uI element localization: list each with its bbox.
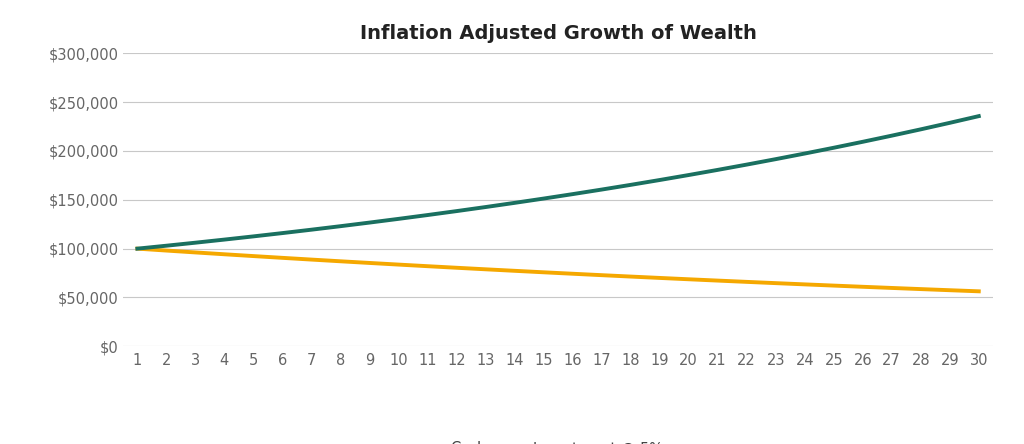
Investment @ 5% p.a. [566, 191, 579, 197]
Investment @ 5% p.a. [682, 172, 694, 178]
Cash [886, 285, 898, 291]
Cash [973, 289, 985, 294]
Cash [479, 267, 492, 272]
Cash [566, 271, 579, 277]
Cash [944, 288, 956, 293]
Investment @ 5% p.a. [973, 114, 985, 119]
Investment @ 5% p.a. [248, 234, 260, 239]
Cash [856, 284, 868, 289]
Cash [740, 279, 753, 285]
Cash [131, 246, 143, 251]
Investment @ 5% p.a. [479, 204, 492, 210]
Investment @ 5% p.a. [770, 156, 782, 162]
Cash [914, 286, 927, 292]
Investment @ 5% p.a. [799, 151, 811, 156]
Investment @ 5% p.a. [595, 187, 607, 192]
Cash [276, 255, 289, 261]
Investment @ 5% p.a. [625, 182, 637, 187]
Investment @ 5% p.a. [160, 243, 172, 248]
Investment @ 5% p.a. [334, 223, 346, 229]
Investment @ 5% p.a. [886, 133, 898, 139]
Legend: Cash, Investment @ 5% p.a.: Cash, Investment @ 5% p.a. [415, 436, 701, 444]
Investment @ 5% p.a. [538, 196, 550, 201]
Investment @ 5% p.a. [422, 212, 434, 218]
Investment @ 5% p.a. [944, 120, 956, 126]
Cash [625, 274, 637, 279]
Cash [712, 278, 724, 283]
Investment @ 5% p.a. [451, 208, 463, 214]
Investment @ 5% p.a. [305, 227, 317, 232]
Cash [392, 262, 404, 267]
Cash [595, 273, 607, 278]
Cash [653, 275, 666, 281]
Investment @ 5% p.a. [131, 246, 143, 251]
Cash [827, 283, 840, 288]
Cash [538, 270, 550, 275]
Investment @ 5% p.a. [508, 200, 520, 206]
Line: Investment @ 5% p.a.: Investment @ 5% p.a. [137, 116, 979, 249]
Cash [682, 277, 694, 282]
Cash [160, 248, 172, 253]
Cash [334, 258, 346, 264]
Investment @ 5% p.a. [712, 167, 724, 173]
Investment @ 5% p.a. [653, 177, 666, 182]
Cash [218, 252, 230, 257]
Investment @ 5% p.a. [740, 162, 753, 167]
Cash [422, 264, 434, 269]
Cash [364, 260, 376, 266]
Investment @ 5% p.a. [392, 216, 404, 222]
Investment @ 5% p.a. [276, 230, 289, 236]
Investment @ 5% p.a. [914, 127, 927, 132]
Investment @ 5% p.a. [189, 240, 202, 246]
Cash [508, 268, 520, 274]
Investment @ 5% p.a. [364, 220, 376, 225]
Investment @ 5% p.a. [856, 139, 868, 144]
Cash [451, 265, 463, 270]
Line: Cash: Cash [137, 249, 979, 291]
Investment @ 5% p.a. [218, 237, 230, 242]
Title: Inflation Adjusted Growth of Wealth: Inflation Adjusted Growth of Wealth [359, 24, 757, 44]
Cash [770, 281, 782, 286]
Cash [189, 250, 202, 255]
Cash [248, 254, 260, 259]
Investment @ 5% p.a. [827, 145, 840, 151]
Cash [305, 257, 317, 262]
Cash [799, 281, 811, 287]
